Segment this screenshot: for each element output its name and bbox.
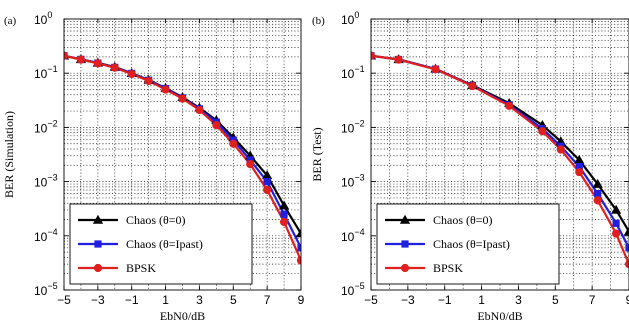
data-point-circle — [263, 185, 272, 195]
series-group — [371, 50, 629, 269]
data-point-circle — [575, 167, 584, 177]
x-tick-label: 7 — [264, 293, 271, 307]
y-tick-label: 10−1 — [34, 64, 58, 81]
data-point-circle — [279, 217, 289, 227]
x-tick-label: 5 — [552, 293, 559, 307]
legend-entry-label: Chaos (θ=0) — [433, 213, 493, 227]
axes-frame — [63, 18, 302, 291]
axes-frame — [370, 18, 629, 291]
legend-entry-label: Chaos (θ=Ipast) — [126, 237, 203, 251]
y-axis-title: BER (Test) — [310, 127, 324, 181]
data-point-triangle — [623, 226, 629, 236]
legend-marker-square — [94, 240, 102, 248]
x-tick-label: 7 — [589, 293, 596, 307]
data-point-circle — [178, 94, 187, 103]
legend-marker-triangle — [399, 214, 411, 224]
y-tick-label: 10−4 — [341, 227, 365, 244]
data-point-circle — [593, 196, 602, 205]
data-point-square — [297, 244, 301, 252]
x-tick-label: 3 — [515, 293, 522, 307]
legend-entry-label: BPSK — [126, 261, 156, 275]
data-point-circle — [624, 260, 629, 269]
y-tick-label: 10−2 — [34, 118, 58, 135]
data-point-circle — [538, 127, 547, 136]
x-tick-label: 9 — [626, 293, 629, 307]
x-tick-label: −1 — [125, 293, 139, 307]
data-point-square — [594, 190, 602, 198]
legend-entry-label: BPSK — [433, 261, 463, 275]
y-tick-label: 10−3 — [34, 173, 58, 190]
data-point-square — [625, 244, 629, 252]
data-point-circle — [296, 256, 301, 265]
x-tick-label: 9 — [298, 293, 305, 307]
data-point-circle — [195, 105, 204, 115]
data-point-circle — [246, 160, 255, 169]
y-tick-label: 100 — [34, 10, 52, 27]
data-point-circle — [505, 101, 514, 110]
panel-label: (a) — [4, 15, 17, 27]
data-point-circle — [229, 139, 238, 148]
data-point-circle — [212, 121, 221, 130]
x-tick-label: −5 — [57, 293, 71, 307]
data-point-triangle — [592, 178, 603, 188]
x-axis-title: EbN0/dB — [477, 309, 522, 323]
chart-panel-b: −5 −3 −1 1 3 5 7 9 100 10−1 10−2 10−3 10−4 10−5 EbN0/d… — [310, 10, 629, 323]
legend-marker-triangle — [92, 214, 104, 224]
data-point-square — [612, 219, 620, 227]
x-tick-label: −3 — [401, 293, 415, 307]
data-point-circle — [431, 65, 440, 74]
panel-label: (b) — [312, 15, 325, 27]
y-axis: 100 10−1 10−2 10−3 10−4 10−5 — [341, 10, 629, 298]
x-tick-label: 1 — [478, 293, 485, 307]
y-axis-title: BER (Simulation) — [2, 111, 16, 198]
data-point-circle — [127, 69, 136, 79]
x-tick-label: 3 — [196, 293, 203, 307]
data-point-triangle — [278, 200, 290, 210]
data-point-circle — [468, 81, 477, 91]
legend: Chaos (θ=0) Chaos (θ=Ipast) BPSK — [376, 203, 560, 285]
legend-marker-circle — [400, 263, 410, 273]
data-point-circle — [93, 59, 102, 68]
x-tick-label: 5 — [230, 293, 237, 307]
y-tick-label: 10−5 — [34, 281, 58, 298]
y-tick-label: 100 — [341, 10, 359, 27]
x-tick-label: 1 — [162, 293, 169, 307]
legend-entry-label: Chaos (θ=0) — [126, 213, 186, 227]
data-point-circle — [144, 76, 153, 86]
legend-entry-label: Chaos (θ=Ipast) — [433, 237, 510, 251]
data-point-triangle — [295, 228, 301, 238]
series-group — [64, 50, 301, 265]
y-tick-label: 10−1 — [341, 64, 365, 81]
y-tick-label: 10−4 — [34, 227, 58, 244]
y-axis: 100 10−1 10−2 10−3 10−4 10−5 — [34, 10, 301, 298]
data-point-circle — [76, 55, 86, 64]
y-tick-label: 10−2 — [341, 118, 365, 135]
data-point-circle — [110, 63, 119, 72]
legend-marker-square — [401, 240, 409, 248]
data-point-circle — [161, 85, 170, 94]
y-tick-label: 10−5 — [341, 281, 365, 298]
x-axis: −5 −3 −1 1 3 5 7 9 — [364, 19, 629, 307]
legend-marker-circle — [93, 263, 103, 273]
data-point-circle — [394, 55, 403, 64]
data-point-triangle — [610, 204, 622, 214]
data-point-circle — [611, 229, 621, 238]
x-tick-label: −1 — [438, 293, 452, 307]
x-axis: −5 −3 −1 1 3 5 7 9 — [57, 19, 305, 307]
legend: Chaos (θ=0) Chaos (θ=Ipast) BPSK — [69, 203, 253, 285]
data-point-square — [263, 178, 271, 186]
chart-panel-a: −5 −3 −1 1 3 5 7 9 100 10−1 10−2 10−3 10−4 10−5 EbN0/d… — [2, 10, 305, 323]
x-tick-label: −5 — [364, 293, 378, 307]
x-axis-title: EbN0/dB — [160, 309, 205, 323]
y-tick-label: 10−3 — [341, 173, 365, 190]
data-point-square — [280, 210, 288, 218]
x-tick-label: −3 — [91, 293, 105, 307]
data-point-circle — [556, 145, 565, 154]
